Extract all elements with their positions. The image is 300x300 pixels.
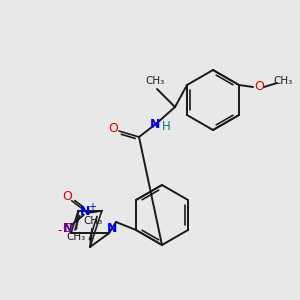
Text: CH₃: CH₃ <box>67 232 86 242</box>
Text: N: N <box>63 222 73 235</box>
Text: +: + <box>88 202 96 212</box>
Text: O: O <box>62 222 72 235</box>
Text: -: - <box>58 224 62 237</box>
Text: CH₃: CH₃ <box>146 76 165 86</box>
Text: O: O <box>254 80 264 94</box>
Text: O: O <box>108 122 118 136</box>
Text: N: N <box>107 222 117 235</box>
Text: CH₃: CH₃ <box>83 216 103 226</box>
Text: N: N <box>80 205 90 218</box>
Text: H: H <box>162 121 170 134</box>
Text: CH₃: CH₃ <box>273 76 292 86</box>
Text: N: N <box>150 118 160 130</box>
Text: O: O <box>62 190 72 203</box>
